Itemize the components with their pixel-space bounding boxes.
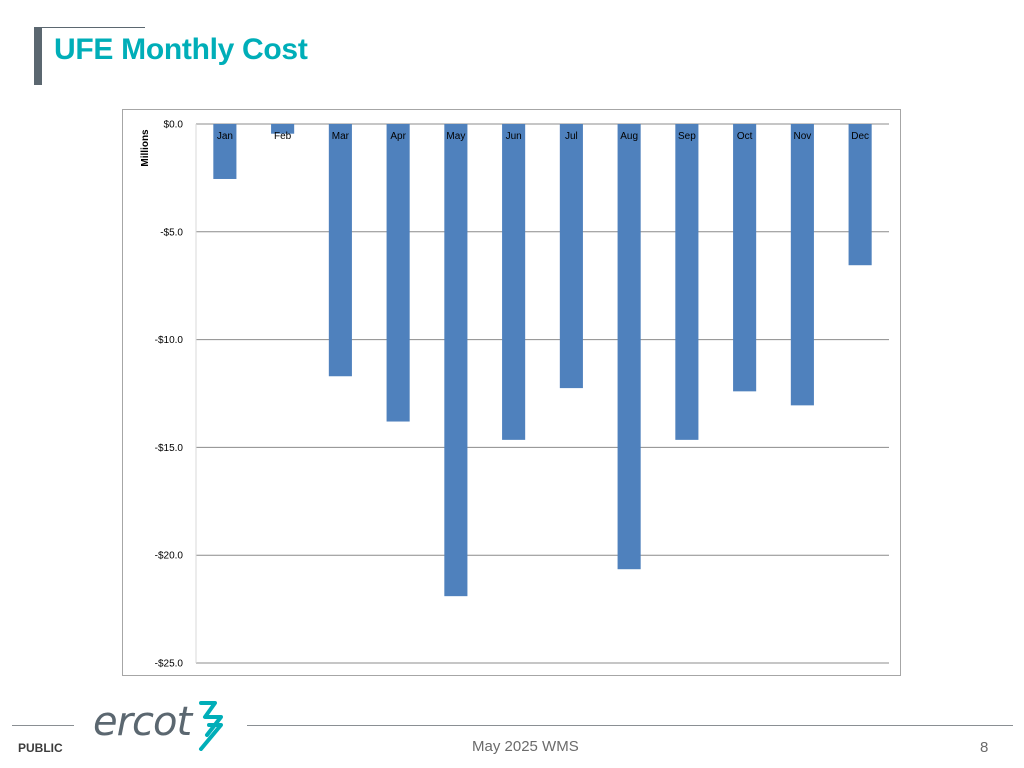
y-tick-label: -$5.0 bbox=[160, 227, 183, 238]
footer-rule-left bbox=[12, 725, 74, 726]
bar-jan bbox=[213, 124, 237, 179]
category-label: Jul bbox=[565, 131, 578, 142]
bar-apr bbox=[386, 124, 410, 422]
bar-may bbox=[444, 124, 468, 597]
category-label: Jan bbox=[217, 131, 233, 142]
bar-jul bbox=[559, 124, 583, 389]
bar-oct bbox=[733, 124, 757, 392]
bar-mar bbox=[328, 124, 352, 377]
category-label: Aug bbox=[620, 131, 638, 142]
y-tick-label: $0.0 bbox=[164, 120, 184, 131]
footer-meeting-label: May 2025 WMS bbox=[472, 738, 579, 755]
y-tick-label: -$25.0 bbox=[155, 659, 184, 670]
y-tick-label: -$15.0 bbox=[155, 443, 184, 454]
footer-rule-right bbox=[247, 725, 1013, 726]
y-axis-label: Millions bbox=[140, 129, 151, 167]
title-accent-bar bbox=[34, 27, 42, 85]
bar-nov bbox=[790, 124, 814, 406]
category-label: Nov bbox=[793, 131, 811, 142]
public-label: PUBLIC bbox=[18, 741, 63, 755]
logo-bolt-icon bbox=[199, 701, 223, 751]
y-tick-label: -$20.0 bbox=[155, 551, 184, 562]
bar-chart: $0.0 -$5.0 -$10.0 -$15.0 -$20.0 -$25.0 Million… bbox=[140, 120, 889, 670]
bar-sep bbox=[675, 124, 699, 440]
bar-aug bbox=[617, 124, 641, 570]
logo-wordmark: ercot bbox=[93, 699, 194, 745]
slide-title: UFE Monthly Cost bbox=[54, 33, 308, 66]
bar-jun bbox=[502, 124, 526, 440]
category-label: Mar bbox=[332, 131, 350, 142]
bar-dec bbox=[848, 124, 872, 266]
bar-feb bbox=[271, 124, 295, 134]
title-accent-rule bbox=[42, 27, 145, 28]
category-label: Sep bbox=[678, 131, 696, 142]
chart-frame: $0.0 -$5.0 -$10.0 -$15.0 -$20.0 -$25.0 Million… bbox=[122, 109, 901, 676]
page-number: 8 bbox=[980, 739, 989, 756]
category-label: Dec bbox=[851, 131, 869, 142]
ercot-logo: ercot bbox=[93, 697, 228, 751]
y-tick-label: -$10.0 bbox=[155, 335, 184, 346]
category-label: Apr bbox=[390, 131, 406, 142]
category-label: Jun bbox=[506, 131, 522, 142]
category-label: Oct bbox=[737, 131, 753, 142]
category-label: May bbox=[446, 131, 465, 142]
category-label: Feb bbox=[274, 131, 292, 142]
